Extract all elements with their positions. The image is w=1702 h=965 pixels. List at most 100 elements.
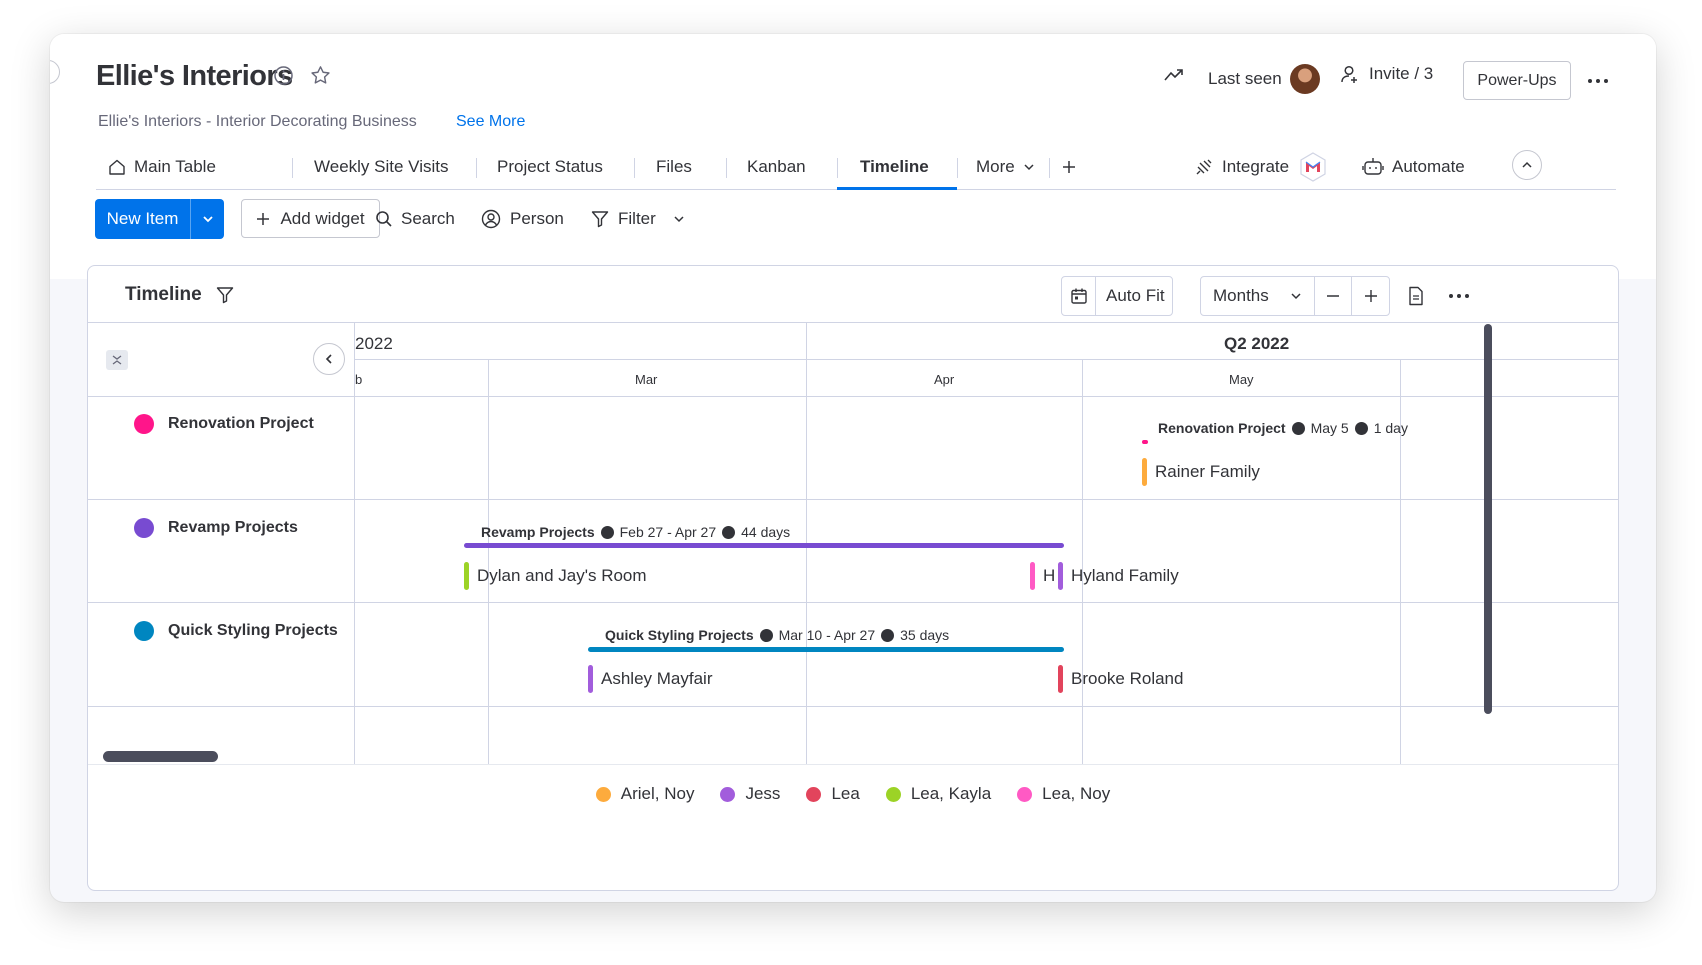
person-label: Person: [510, 209, 564, 228]
group-bar-summary: Quick Styling Projects Mar 10 - Apr 27 35 …: [605, 627, 950, 643]
timeline-item[interactable]: Rainer Family: [1142, 458, 1260, 486]
timeline-item[interactable]: H: [1030, 562, 1055, 590]
add-widget-button[interactable]: Add widget: [241, 199, 380, 238]
info-icon[interactable]: [272, 64, 294, 86]
calendar-icon[interactable]: [1062, 277, 1096, 315]
chevron-down-icon: [1291, 293, 1301, 300]
legend-item: Jess: [720, 784, 780, 804]
month-label: b: [355, 372, 363, 387]
person-add-icon: [1341, 65, 1357, 83]
plus-icon: [257, 212, 270, 225]
tab-label: Main Table: [134, 157, 216, 176]
see-more-link[interactable]: See More: [456, 113, 526, 130]
board-header-area: [50, 34, 1656, 279]
new-item-dropdown[interactable]: [190, 199, 224, 239]
tab-project-status[interactable]: Project Status: [497, 157, 603, 176]
plug-icon: [1196, 159, 1212, 175]
group-row-quick-styling[interactable]: Quick Styling Projects: [134, 621, 338, 641]
group-color-dot: [134, 621, 154, 641]
search-button[interactable]: Search: [375, 199, 455, 239]
zoom-control: Months: [1200, 276, 1390, 316]
month-label: Mar: [635, 372, 658, 387]
activity-icon[interactable]: [1162, 64, 1186, 88]
gmail-icon: [1300, 152, 1326, 182]
tab-label: More: [976, 157, 1015, 176]
group-bar[interactable]: [464, 543, 1064, 548]
robot-icon: [1362, 158, 1384, 175]
minus-icon: [1327, 295, 1339, 297]
board-window: Ellie's Interiors Ellie's Interiors - In…: [50, 34, 1656, 902]
filter-icon[interactable]: [215, 285, 235, 305]
star-icon[interactable]: [308, 63, 332, 87]
invite-label: Invite / 3: [1369, 64, 1434, 83]
vertical-scrollbar[interactable]: [1484, 324, 1492, 714]
group-row-revamp[interactable]: Revamp Projects: [134, 518, 298, 538]
new-item-button[interactable]: New Item: [95, 199, 224, 239]
active-tab-indicator: [837, 187, 957, 190]
zoom-out-button[interactable]: [1315, 277, 1352, 315]
group-bar[interactable]: [588, 647, 1064, 652]
quarter-label: 2022: [355, 334, 393, 353]
timeline-item[interactable]: Brooke Roland: [1058, 665, 1183, 693]
last-seen-button[interactable]: Last seen: [1208, 64, 1320, 94]
automate-button[interactable]: Automate: [1362, 144, 1465, 190]
month-label: May: [1229, 372, 1254, 387]
new-item-label[interactable]: New Item: [106, 209, 179, 228]
more-options-icon[interactable]: [1588, 79, 1608, 83]
search-icon: [376, 211, 392, 227]
view-tabs: Main Table Weekly Site Visits Project St…: [96, 144, 1616, 190]
group-color-dot: [134, 518, 154, 538]
quarter-label: Q2 2022: [1224, 334, 1290, 353]
home-icon: [109, 159, 125, 175]
group-name: Revamp Projects: [168, 519, 298, 536]
timeline-item[interactable]: Ashley Mayfair: [588, 665, 712, 693]
timeline-item[interactable]: Dylan and Jay's Room: [464, 562, 647, 590]
scroll-back-button[interactable]: [313, 343, 345, 375]
collapse-groups-icon[interactable]: [106, 350, 128, 370]
legend-item: Lea: [806, 784, 860, 804]
add-view-button[interactable]: [1062, 144, 1076, 190]
horizontal-scrollbar[interactable]: [103, 751, 218, 762]
group-bar[interactable]: [1142, 440, 1148, 444]
group-name: Renovation Project: [168, 415, 314, 432]
chevron-down-icon: [1024, 164, 1034, 171]
power-ups-button[interactable]: Power-Ups: [1463, 61, 1571, 100]
add-widget-label: Add widget: [280, 208, 365, 228]
month-label: Apr: [934, 372, 955, 387]
timeline-legend: Ariel, Noy Jess Lea Lea, Kayla Lea, Noy: [88, 784, 1618, 804]
person-filter-button[interactable]: Person: [481, 199, 564, 239]
tab-main-table[interactable]: Main Table: [108, 144, 216, 190]
timeline-title: Timeline: [125, 284, 202, 305]
group-bar-summary: Revamp Projects Feb 27 - Apr 27 44 days: [481, 524, 791, 540]
auto-fit-label[interactable]: Auto Fit: [1106, 286, 1165, 305]
tab-more[interactable]: More: [976, 144, 1035, 190]
filter-icon: [591, 211, 609, 228]
board-title[interactable]: Ellie's Interiors: [96, 60, 293, 92]
auto-fit-control[interactable]: Auto Fit: [1061, 276, 1173, 316]
group-name: Quick Styling Projects: [168, 622, 338, 639]
timeline-item[interactable]: Hyland Family: [1058, 562, 1179, 590]
tab-weekly-site-visits[interactable]: Weekly Site Visits: [314, 157, 449, 176]
tab-files[interactable]: Files: [656, 157, 692, 176]
legend-item: Lea, Kayla: [885, 784, 991, 804]
collapse-header-button[interactable]: [1512, 150, 1542, 180]
last-seen-label: Last seen: [1208, 69, 1282, 88]
export-icon[interactable]: [1405, 284, 1427, 308]
plus-icon: [1063, 161, 1075, 173]
integrate-button[interactable]: Integrate: [1194, 144, 1329, 190]
widget-more-icon[interactable]: [1449, 294, 1469, 298]
chevron-up-icon: [1522, 161, 1532, 168]
tab-timeline[interactable]: Timeline: [860, 157, 929, 176]
chevron-down-icon[interactable]: [673, 213, 685, 225]
scale-label: Months: [1213, 286, 1269, 305]
integrate-label: Integrate: [1222, 157, 1290, 176]
tab-kanban[interactable]: Kanban: [747, 157, 806, 176]
plus-icon: [1364, 290, 1377, 302]
scale-select[interactable]: Months: [1201, 277, 1315, 315]
zoom-in-button[interactable]: [1352, 277, 1389, 315]
invite-button[interactable]: Invite / 3: [1340, 64, 1433, 84]
legend-item: Ariel, Noy: [595, 784, 694, 804]
group-row-renovation[interactable]: Renovation Project: [134, 414, 314, 434]
filter-button[interactable]: Filter: [591, 199, 685, 239]
